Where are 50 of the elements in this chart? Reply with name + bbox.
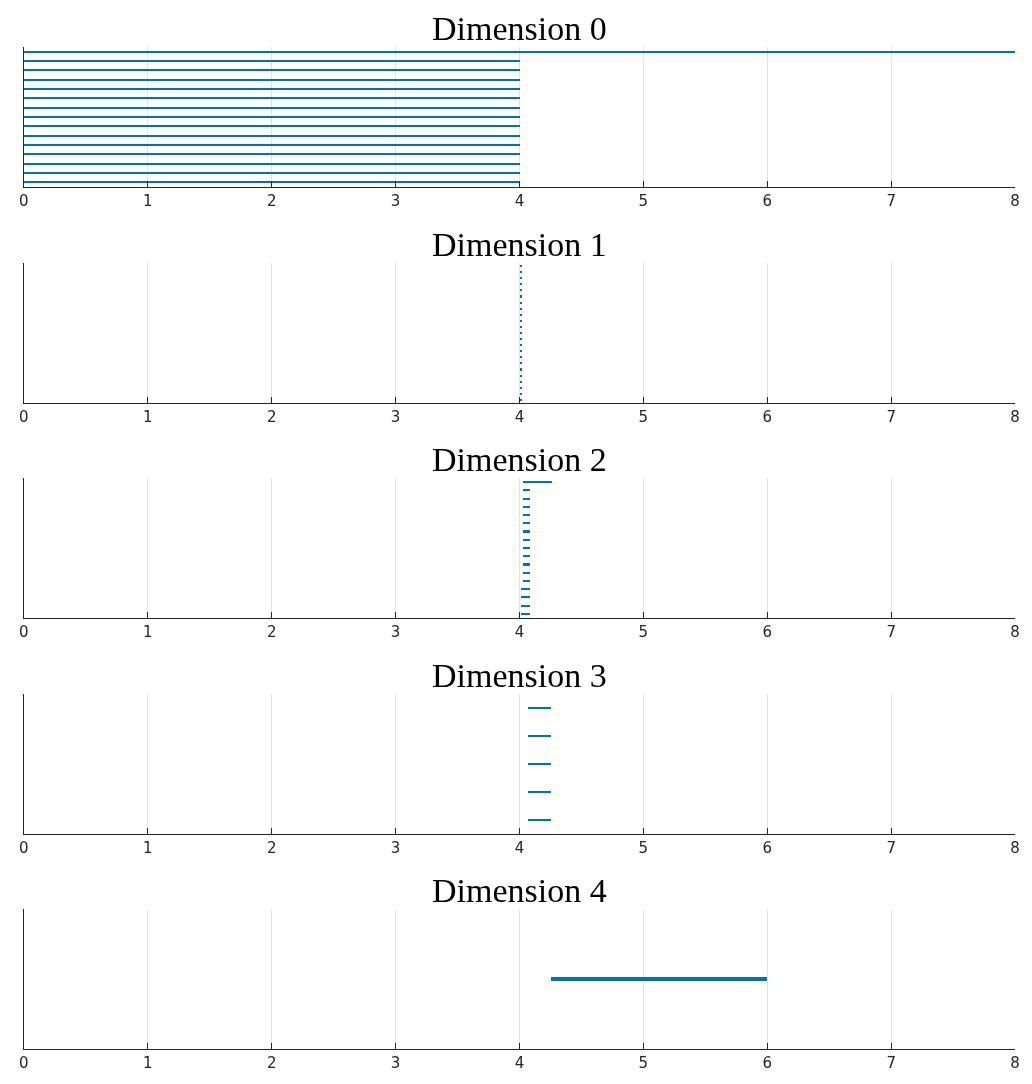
x-tick-label: 1 [142,407,153,426]
x-tick-label: 0 [19,1054,29,1072]
x-tick-label: 1 [142,192,153,210]
x-tick-label: 3 [390,623,401,641]
x-tick-label: 0 [19,623,29,641]
x-tick-label: 2 [266,1054,277,1072]
x-tick-label: 6 [762,407,773,426]
x-tick-label: 5 [638,1054,649,1072]
x-tick-label: 4 [514,1054,525,1072]
x-tick-label: 4 [514,407,525,426]
x-tick-label: 1 [142,838,153,857]
chart-title: Dimension 3 [432,657,607,694]
x-tick-label: 0 [19,407,29,426]
chart-title: Dimension 4 [432,872,607,909]
x-tick-label: 5 [638,623,649,641]
x-tick-label: 3 [390,192,401,210]
chart-title: Dimension 1 [432,226,607,263]
x-tick-label: 7 [886,838,896,857]
x-tick-label: 5 [638,838,649,857]
x-tick-label: 0 [19,192,29,210]
x-tick-label: 0 [19,838,29,857]
x-tick-label: 6 [762,192,773,210]
x-tick-label: 3 [390,838,401,857]
x-tick-label: 1 [142,1054,153,1072]
x-tick-label: 2 [266,623,277,641]
x-tick-label: 3 [390,407,401,426]
x-tick-label: 8 [1010,192,1020,210]
x-tick-label: 6 [762,1054,773,1072]
x-tick-label: 6 [762,838,773,857]
x-tick-label: 8 [1010,407,1020,426]
x-tick-label: 3 [390,1054,401,1072]
x-tick-label: 7 [886,623,896,641]
x-tick-label: 4 [514,192,525,210]
x-tick-label: 4 [514,838,525,857]
x-tick-label: 1 [142,623,153,641]
chart-title: Dimension 0 [432,10,607,47]
x-tick-label: 8 [1010,838,1020,857]
x-tick-label: 4 [514,623,525,641]
x-tick-label: 6 [762,623,773,641]
x-tick-label: 5 [638,407,649,426]
x-tick-label: 7 [886,1054,896,1072]
x-tick-label: 8 [1010,1054,1020,1072]
x-tick-label: 8 [1010,623,1020,641]
x-tick-label: 2 [266,407,277,426]
x-tick-label: 5 [638,192,649,210]
x-tick-label: 2 [266,192,277,210]
x-tick-label: 7 [886,407,896,426]
x-tick-label: 2 [266,838,277,857]
chart-title: Dimension 2 [432,441,607,478]
x-tick-label: 7 [886,192,896,210]
